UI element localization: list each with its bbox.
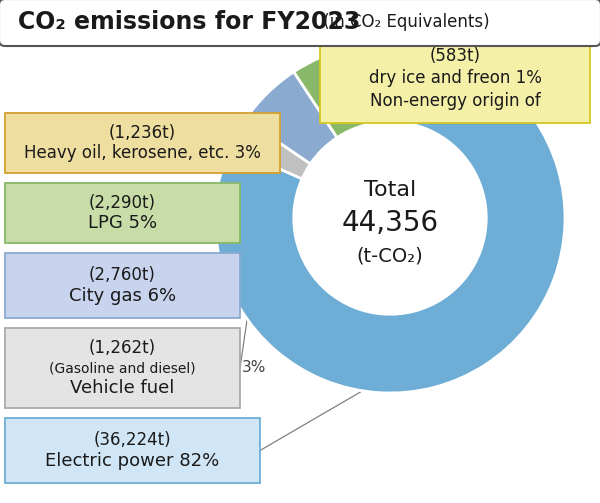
FancyBboxPatch shape xyxy=(5,113,280,173)
Text: City gas 6%: City gas 6% xyxy=(69,287,176,305)
Text: (36,224t): (36,224t) xyxy=(94,431,172,449)
FancyBboxPatch shape xyxy=(5,183,240,243)
Text: (t-CO₂): (t-CO₂) xyxy=(356,246,424,266)
Text: dry ice and freon 1%: dry ice and freon 1% xyxy=(368,69,541,87)
Text: Vehicle fuel: Vehicle fuel xyxy=(70,379,175,397)
Text: (2,290t): (2,290t) xyxy=(89,194,156,212)
FancyBboxPatch shape xyxy=(5,418,260,483)
FancyBboxPatch shape xyxy=(0,0,600,46)
FancyBboxPatch shape xyxy=(320,33,590,123)
Text: Electric power 82%: Electric power 82% xyxy=(46,452,220,470)
Text: (2,760t): (2,760t) xyxy=(89,266,156,284)
Text: Heavy oil, kerosene, etc. 3%: Heavy oil, kerosene, etc. 3% xyxy=(24,144,261,162)
Text: (583t): (583t) xyxy=(430,46,481,64)
Text: Total: Total xyxy=(364,180,416,200)
Wedge shape xyxy=(346,44,382,125)
Wedge shape xyxy=(376,43,390,122)
Text: 44,356: 44,356 xyxy=(341,209,439,237)
Wedge shape xyxy=(245,72,337,164)
Text: (Gasoline and diesel): (Gasoline and diesel) xyxy=(49,361,196,375)
Text: (1,236t): (1,236t) xyxy=(109,124,176,142)
Text: 3%: 3% xyxy=(242,361,266,376)
Wedge shape xyxy=(215,43,565,393)
Text: CO₂ emissions for FY2023: CO₂ emissions for FY2023 xyxy=(18,10,361,34)
Text: (in CO₂ Equivalents): (in CO₂ Equivalents) xyxy=(318,13,490,31)
Wedge shape xyxy=(294,49,365,138)
Text: Non-energy origin of: Non-energy origin of xyxy=(370,92,541,110)
Text: LPG 5%: LPG 5% xyxy=(88,214,157,232)
Wedge shape xyxy=(230,120,310,179)
Text: (1,262t): (1,262t) xyxy=(89,339,156,357)
FancyBboxPatch shape xyxy=(5,253,240,318)
FancyBboxPatch shape xyxy=(5,328,240,408)
